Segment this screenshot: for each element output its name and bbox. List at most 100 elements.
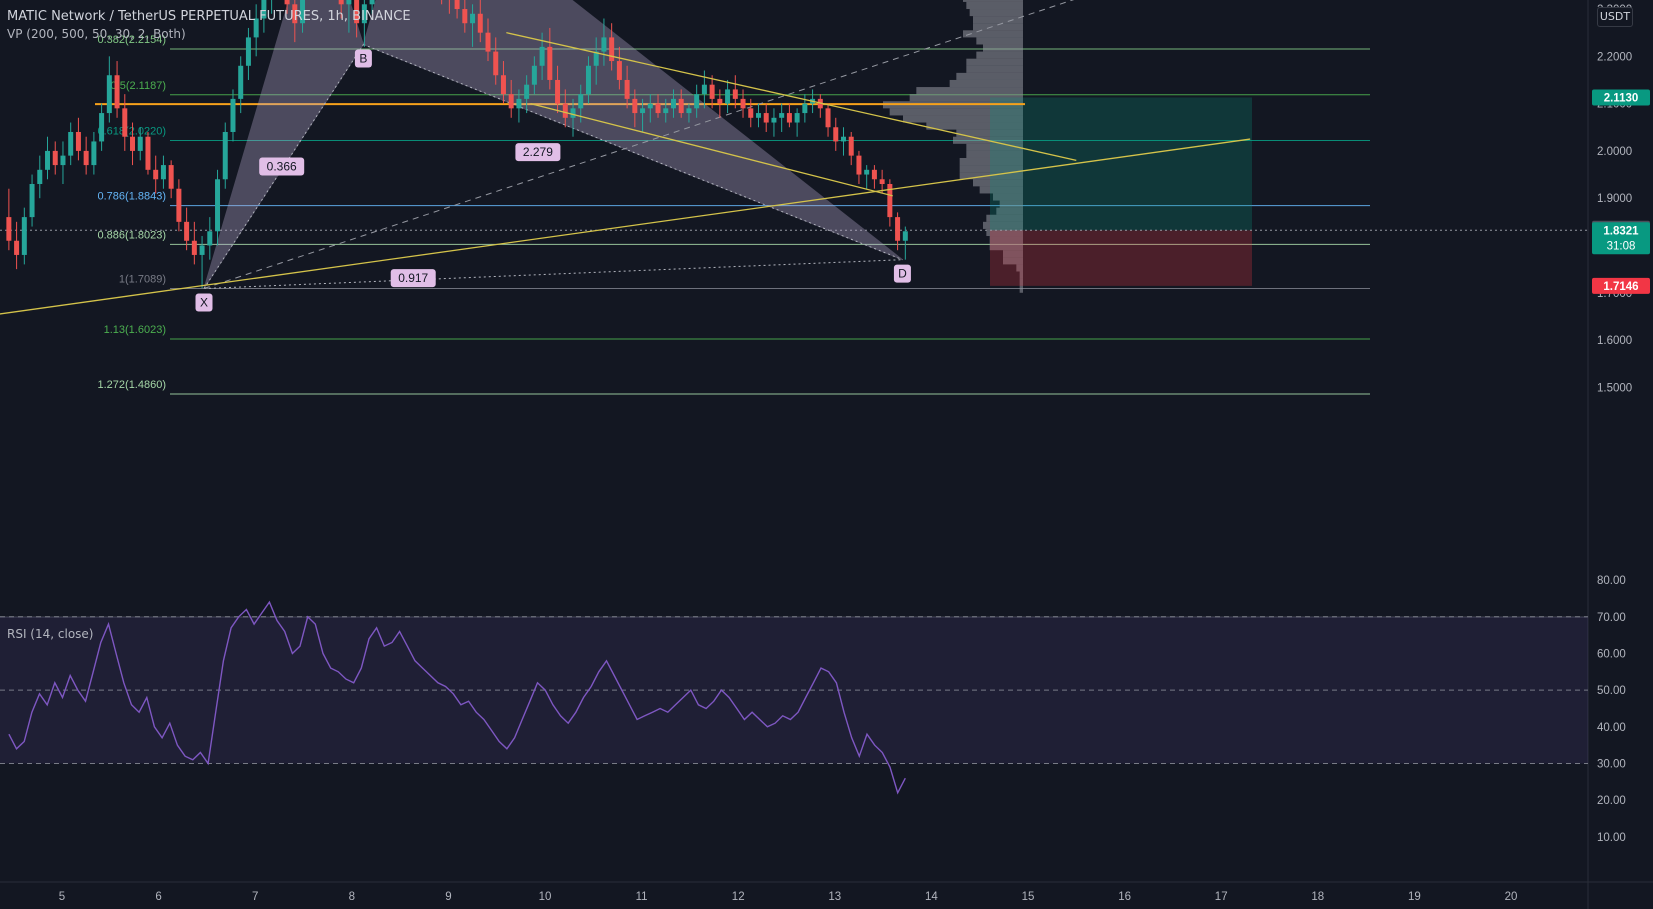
candle-body <box>740 98 746 109</box>
candle-body <box>29 184 35 218</box>
pattern-point-label-bg <box>354 49 372 68</box>
candle-body <box>500 75 506 95</box>
candle-body <box>640 108 646 114</box>
volume-profile-label: VP (200, 500, 50, 30, 2, Both) <box>7 27 186 41</box>
candle-body <box>879 179 885 185</box>
volume-profile-bar <box>966 143 1023 151</box>
candle-body <box>786 113 792 123</box>
candle-body <box>122 108 128 137</box>
time-tick-label: 17 <box>1215 891 1228 903</box>
stop-loss-zone <box>990 230 1252 286</box>
candle-body <box>245 37 251 66</box>
candle-body <box>261 0 267 19</box>
candle-body <box>547 46 553 80</box>
rsi-tick-label: 40.00 <box>1597 722 1626 734</box>
candle-body <box>887 184 893 218</box>
volume-profile-bar <box>973 16 1023 24</box>
candle-body <box>83 150 89 166</box>
candle-body <box>68 131 74 156</box>
ratio-label: 0.917 <box>398 271 428 285</box>
volume-profile-bar <box>966 150 1023 158</box>
candle-body <box>670 98 676 109</box>
volume-profile-bar <box>1019 271 1023 279</box>
volume-profile-bar <box>976 51 1023 59</box>
candle-body <box>493 51 499 76</box>
fib-level-label: 0.5(2.1187) <box>111 80 166 92</box>
candle-body <box>238 65 244 99</box>
candle-body <box>230 98 236 132</box>
candle-body <box>763 113 769 123</box>
ratio-label-bg <box>390 269 436 288</box>
price-axis-label-bg <box>1592 222 1650 255</box>
candle-body <box>524 84 530 99</box>
candle-body <box>184 221 190 241</box>
fib-level-label: 0.886(1.8023) <box>98 229 167 241</box>
volume-profile-bar <box>956 72 1023 80</box>
volume-profile-bar <box>956 129 1023 137</box>
volume-profile-bar <box>963 0 1023 2</box>
candle-body <box>655 103 661 114</box>
volume-profile-bar <box>909 94 1023 102</box>
candle-body <box>346 0 352 5</box>
candle-body <box>686 108 692 114</box>
candle-body <box>354 0 360 24</box>
candle-body <box>477 13 483 33</box>
fib-level-label: 1(1.7089) <box>119 274 166 286</box>
price-axis-label: 1.8321 <box>1603 225 1639 237</box>
candle-body <box>292 4 298 24</box>
candle-body <box>833 127 839 142</box>
ratio-label-bg <box>515 143 561 162</box>
volume-profile-bar <box>963 30 1023 38</box>
candle-body <box>199 245 205 255</box>
candle-body <box>485 32 491 52</box>
volume-profile-bar <box>979 186 1023 194</box>
candle-body <box>462 9 468 24</box>
volume-profile-bar <box>889 108 1023 116</box>
volume-profile-bar <box>989 243 1023 251</box>
time-tick-label: 8 <box>349 891 355 903</box>
time-tick-label: 16 <box>1118 891 1131 903</box>
candle-body <box>454 0 460 10</box>
candle-body <box>300 0 306 24</box>
candle-body <box>284 0 290 5</box>
candle-body <box>647 103 653 109</box>
candle-body <box>176 188 182 222</box>
volume-profile-bar <box>966 58 1023 66</box>
price-axis-label: 2.1130 <box>1604 92 1639 104</box>
candle-body <box>539 46 545 66</box>
price-tick-label: 1.5000 <box>1597 382 1632 394</box>
candle-body <box>585 65 591 95</box>
price-axis-label-bg <box>1592 89 1650 106</box>
candle-body <box>6 217 12 241</box>
time-tick-label: 12 <box>732 891 745 903</box>
candle-body <box>871 169 877 180</box>
price-axis-label-bg <box>1592 277 1650 294</box>
candle-body <box>802 103 808 114</box>
candle-body <box>755 113 761 118</box>
currency-selector[interactable]: USDT <box>1597 7 1633 27</box>
volume-profile-bar <box>1003 257 1023 265</box>
volume-profile-bar <box>983 221 1023 229</box>
ratio-label: 0.366 <box>267 160 297 174</box>
candle-body <box>45 150 51 170</box>
volume-profile-bar <box>926 122 1023 130</box>
volume-profile-bar <box>949 79 1023 88</box>
volume-profile-bar <box>986 228 1023 237</box>
pattern-point-label: X <box>200 296 208 310</box>
fib-level-label: 0.618(2.0220) <box>98 125 167 137</box>
candle-body <box>60 155 66 166</box>
candle-body <box>779 113 785 118</box>
fib-level-label: 1.13(1.6023) <box>104 324 166 336</box>
candle-body <box>160 165 166 180</box>
candle-body <box>748 108 754 118</box>
volume-profile-bar <box>903 115 1023 123</box>
time-tick-label: 13 <box>828 891 841 903</box>
volume-profile-bar <box>996 207 1023 215</box>
candle-body <box>191 240 197 255</box>
volume-profile-bar <box>986 214 1023 222</box>
rising-trendline <box>0 138 1251 315</box>
volume-profile-bar <box>966 1 1023 10</box>
candle-body <box>130 136 136 151</box>
time-tick-label: 9 <box>445 891 451 903</box>
